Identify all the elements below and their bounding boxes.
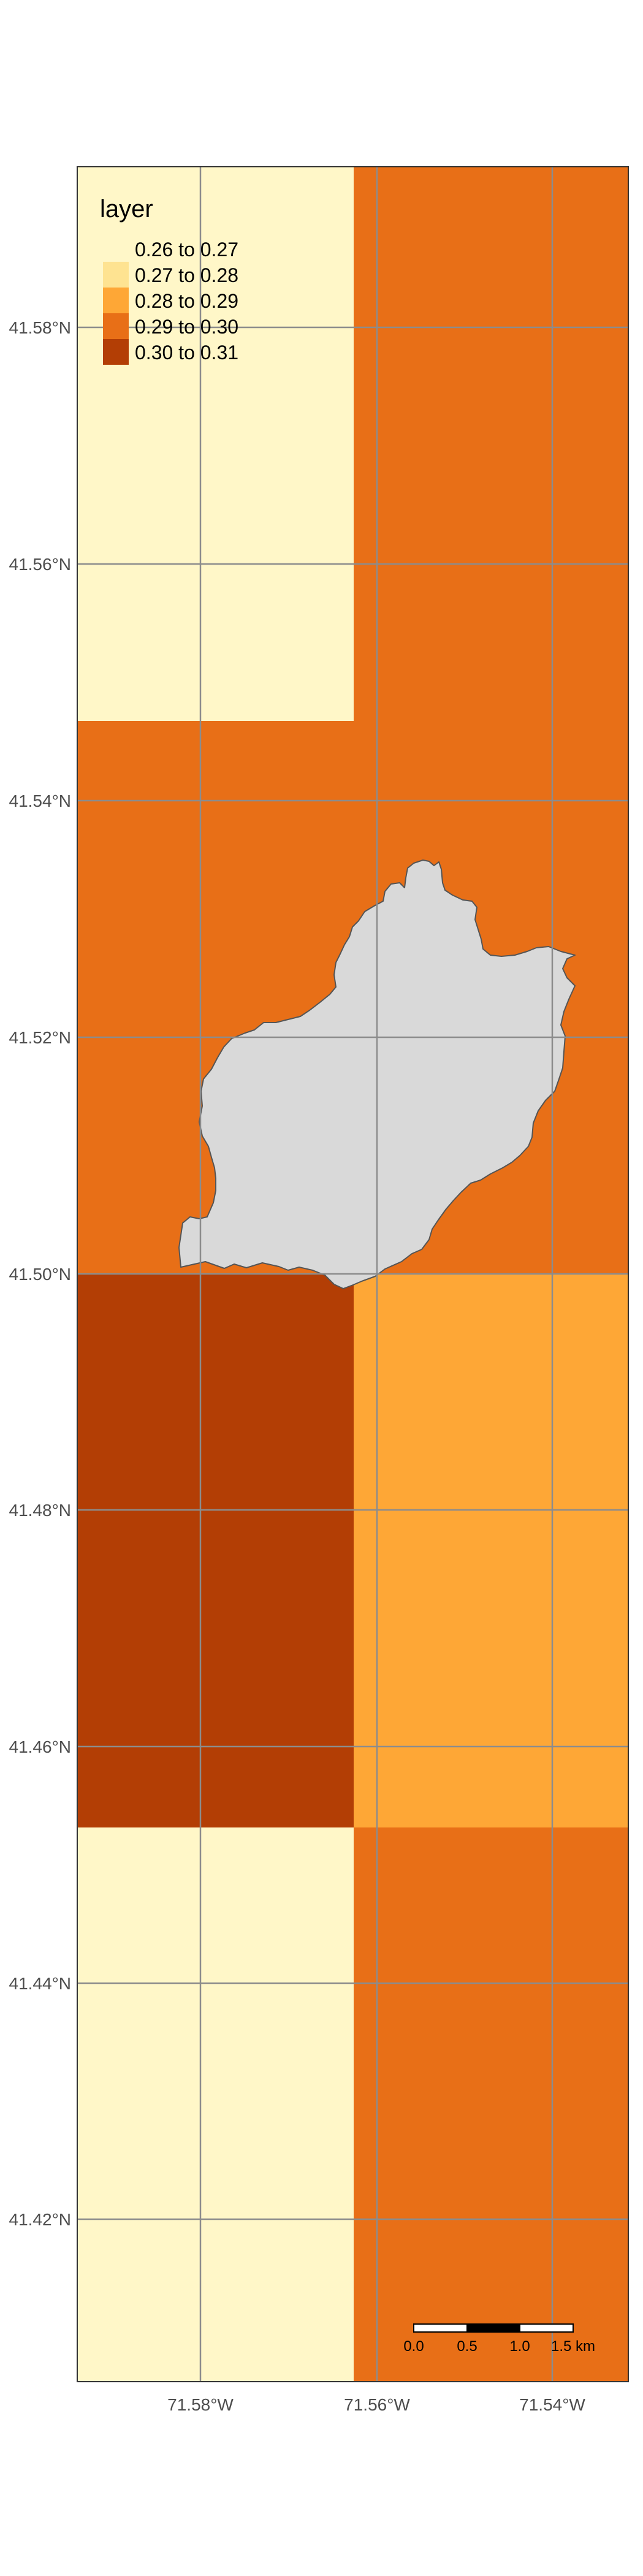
legend-swatch — [103, 288, 129, 313]
legend-label: 0.27 to 0.28 — [135, 264, 238, 286]
scale-bar: 0.0 0.5 1.0 1.5 km — [403, 2323, 595, 2355]
raster-cell — [354, 167, 628, 721]
raster-cell — [354, 1827, 628, 2382]
legend-label: 0.29 to 0.30 — [135, 316, 238, 338]
y-tick-label: 41.46°N — [9, 1737, 72, 1756]
x-tick-label: 71.58°W — [167, 2395, 234, 2414]
scale-bar-label: 1.0 — [509, 2338, 530, 2355]
scale-bar-label: 0.5 — [457, 2338, 477, 2355]
legend-label: 0.26 to 0.27 — [135, 238, 238, 261]
x-tick-label: 71.56°W — [344, 2395, 410, 2414]
scale-bar-segment — [413, 2323, 468, 2333]
legend-label: 0.28 to 0.29 — [135, 290, 238, 312]
raster-cell — [77, 1827, 354, 2382]
scale-bar-label: 0.0 — [403, 2338, 424, 2355]
y-tick-label: 41.44°N — [9, 1974, 72, 1993]
legend-swatch — [103, 339, 129, 365]
raster-layer — [77, 167, 628, 2382]
legend-label: 0.30 to 0.31 — [135, 341, 238, 364]
scale-bar-segment — [466, 2323, 520, 2333]
legend-swatch — [103, 313, 129, 339]
y-axis: 41.58°N 41.56°N 41.54°N 41.52°N 41.50°N … — [9, 318, 72, 2229]
x-tick-label: 71.54°W — [519, 2395, 585, 2414]
y-tick-label: 41.54°N — [9, 791, 72, 810]
raster-cell — [77, 1275, 354, 1827]
legend: layer 0.26 to 0.27 0.27 to 0.28 0.28 to … — [100, 196, 238, 365]
legend-swatch — [103, 236, 129, 262]
legend-swatch — [103, 262, 129, 288]
legend-title: layer — [100, 196, 153, 223]
x-axis: 71.58°W 71.56°W 71.54°W — [167, 2395, 585, 2414]
raster-cell — [354, 1275, 628, 1827]
scale-bar-label: 1.5 km — [551, 2338, 595, 2355]
y-tick-label: 41.42°N — [9, 2210, 72, 2229]
scale-bar-segment — [519, 2323, 574, 2333]
panel-frame — [77, 166, 629, 2382]
y-tick-label: 41.50°N — [9, 1265, 72, 1284]
graticule — [77, 167, 628, 2382]
y-tick-label: 41.52°N — [9, 1028, 72, 1047]
y-tick-label: 41.48°N — [9, 1501, 72, 1520]
y-tick-label: 41.56°N — [9, 555, 72, 574]
y-tick-label: 41.58°N — [9, 318, 72, 337]
